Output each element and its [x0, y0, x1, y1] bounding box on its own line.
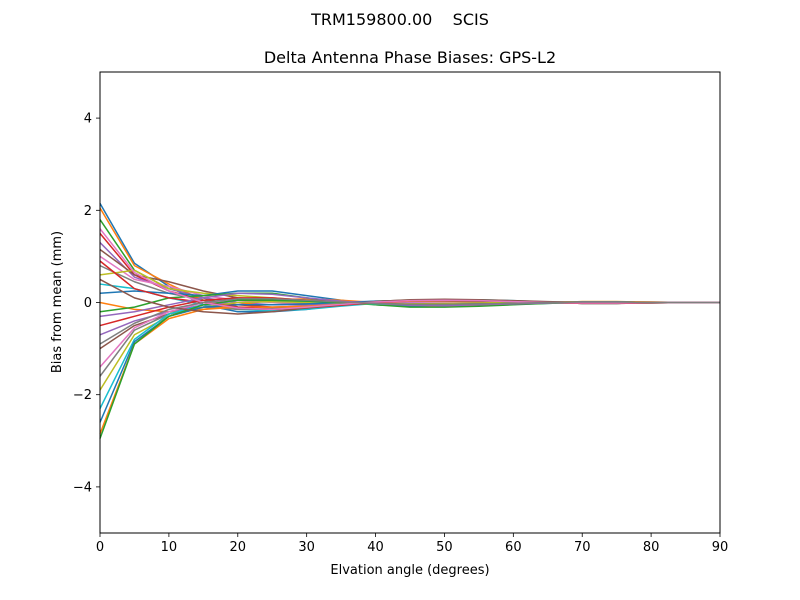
x-axis-label: Elvation angle (degrees)	[330, 563, 489, 578]
series-line-20	[99, 299, 720, 409]
y-tick-label: 0	[84, 296, 92, 311]
figure-suptitle: TRM159800.00 SCIS	[311, 10, 489, 29]
x-ticks: 0 10 20 30 40 50 60 70 80 90	[96, 533, 728, 555]
series-line-19	[99, 300, 720, 391]
y-axis-label: Bias from mean (mm)	[50, 231, 65, 373]
chart-title: Delta Antenna Phase Biases: GPS-L2	[263, 48, 557, 67]
x-tick-label: 30	[298, 540, 315, 555]
series-line-21	[99, 299, 720, 423]
series-line-28	[99, 298, 720, 345]
y-ticks: −4 −2 0 2 4	[73, 112, 100, 495]
y-tick-label: 2	[84, 204, 92, 219]
x-tick-label: 70	[574, 540, 591, 555]
x-tick-label: 80	[643, 540, 660, 555]
x-tick-label: 20	[230, 540, 247, 555]
x-tick-label: 40	[367, 540, 384, 555]
x-tick-label: 50	[436, 540, 453, 555]
series-line-23	[99, 299, 720, 439]
x-tick-label: 60	[505, 540, 522, 555]
y-tick-label: 4	[84, 112, 92, 127]
x-tick-label: 0	[96, 540, 104, 555]
x-tick-label: 90	[712, 540, 729, 555]
series-layer	[99, 203, 720, 439]
y-tick-label: −4	[73, 480, 92, 495]
y-tick-label: −2	[73, 388, 92, 403]
x-tick-label: 10	[161, 540, 178, 555]
series-line-22	[99, 299, 720, 435]
